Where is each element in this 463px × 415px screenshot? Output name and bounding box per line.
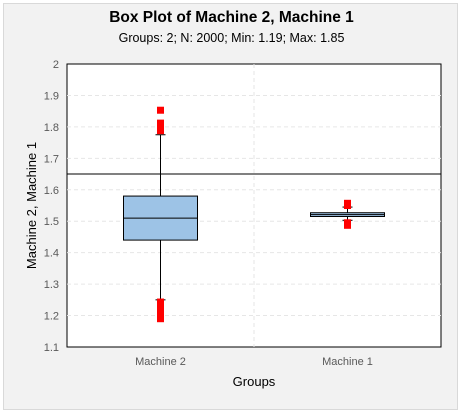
x-axis-title: Groups	[233, 374, 276, 389]
y-tick-label: 1.3	[44, 279, 59, 291]
outlier-marker	[157, 106, 164, 114]
y-tick-label: 1.6	[44, 185, 59, 197]
chart-subtitle: Groups: 2; N: 2000; Min: 1.19; Max: 1.85	[118, 31, 345, 45]
chart-title: Box Plot of Machine 2, Machine 1	[109, 9, 354, 26]
outlier-marker	[344, 221, 351, 229]
x-tick-label: Machine 2	[135, 356, 186, 368]
outlier-marker	[157, 127, 164, 135]
y-tick-label: 1.8	[44, 122, 59, 134]
outlier-marker	[344, 202, 351, 209]
y-tick-label: 1.1	[44, 342, 59, 354]
outlier-marker	[157, 315, 164, 323]
y-tick-label: 1.2	[44, 311, 59, 323]
y-tick-label: 1.4	[44, 248, 59, 260]
y-tick-label: 1.7	[44, 153, 59, 165]
y-tick-label: 1.5	[44, 216, 59, 228]
y-tick-label: 2	[53, 59, 59, 71]
y-axis-title: Machine 2, Machine 1	[24, 142, 39, 269]
y-tick-label: 1.9	[44, 90, 59, 102]
x-tick-label: Machine 1	[322, 356, 373, 368]
